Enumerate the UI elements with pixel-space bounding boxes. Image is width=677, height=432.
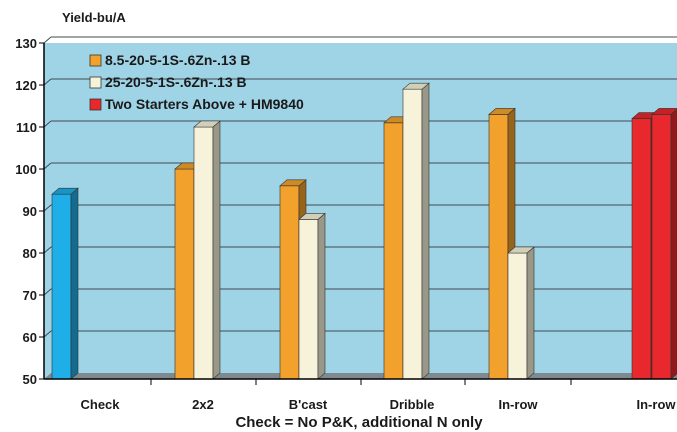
bar-side bbox=[70, 187, 79, 380]
gridline-depth bbox=[43, 120, 52, 128]
bar-side bbox=[421, 82, 430, 380]
axes bbox=[39, 42, 677, 385]
bar-top bbox=[488, 108, 516, 115]
bar-front bbox=[651, 114, 672, 380]
legend-label: Two Starters Above + HM9840 bbox=[105, 96, 304, 112]
tick-labels: 50 60 70 80 90 100 110 120 130 Check 2x2 B'cast Drib… bbox=[15, 36, 676, 412]
legend-swatch bbox=[89, 76, 102, 89]
legend-label: 8.5-20-5-1S-.6Zn-.13 B bbox=[105, 52, 251, 68]
bar-side bbox=[212, 120, 221, 380]
y-tick-label: 120 bbox=[15, 78, 37, 93]
y-tick-label: 110 bbox=[16, 120, 37, 135]
gridline-depth bbox=[43, 204, 52, 212]
bar-top bbox=[651, 108, 677, 115]
bar-front bbox=[488, 114, 509, 380]
bar bbox=[507, 246, 535, 380]
bar bbox=[298, 212, 326, 380]
legend-label: 25-20-5-1S-.6Zn-.13 B bbox=[105, 74, 247, 90]
y-tick-label: 70 bbox=[23, 288, 37, 303]
bar-front bbox=[383, 122, 404, 380]
bar-front bbox=[51, 193, 72, 380]
bar-top bbox=[193, 120, 221, 128]
floor-plane bbox=[44, 373, 677, 379]
y-tick-label: 80 bbox=[23, 246, 37, 261]
x-tick-label: B'cast bbox=[289, 397, 328, 412]
plot-background bbox=[44, 43, 677, 379]
gridline-depth bbox=[43, 162, 52, 170]
y-tick-label: 60 bbox=[23, 330, 37, 345]
bar-front bbox=[631, 118, 652, 380]
gridline-depth bbox=[43, 246, 52, 254]
bar-top bbox=[298, 213, 326, 220]
bar-marks bbox=[51, 82, 677, 380]
legend-swatch bbox=[89, 98, 102, 111]
x-tick-label: 2x2 bbox=[192, 397, 214, 412]
bar-side bbox=[317, 212, 326, 380]
x-tick-label: In-row bbox=[499, 397, 539, 412]
bar bbox=[51, 187, 79, 380]
y-tick-label: 50 bbox=[23, 372, 37, 387]
y-tick-label: 100 bbox=[15, 162, 37, 177]
bar-front bbox=[507, 252, 528, 380]
bar-front bbox=[402, 88, 423, 380]
gridline-depth bbox=[43, 288, 52, 296]
y-tick-label: 130 bbox=[15, 36, 37, 51]
bar-top bbox=[402, 82, 430, 90]
bar-side bbox=[670, 108, 677, 380]
x-tick-label: Dribble bbox=[390, 397, 435, 412]
bar-front bbox=[174, 168, 195, 380]
gridline-depth bbox=[43, 78, 52, 86]
legend-swatch bbox=[89, 54, 102, 67]
bar-side bbox=[526, 246, 535, 380]
bar-top bbox=[51, 187, 79, 195]
bar-top bbox=[279, 179, 307, 187]
gridline-depth bbox=[43, 330, 52, 338]
bar bbox=[651, 108, 677, 380]
gridline-depth bbox=[43, 36, 52, 44]
gridlines bbox=[43, 36, 677, 338]
x-tick-label: Check bbox=[80, 397, 120, 412]
bar-front bbox=[193, 126, 214, 380]
x-axis-title: Check = No P&K, additional N only bbox=[235, 414, 483, 431]
bar bbox=[402, 82, 430, 380]
x-tick-label: In-row bbox=[637, 397, 677, 412]
bar bbox=[193, 120, 221, 380]
bar-front bbox=[298, 219, 319, 380]
legend: 8.5-20-5-1S-.6Zn-.13 B 25-20-5-1S-.6Zn-.1… bbox=[89, 52, 304, 112]
bar-front bbox=[279, 185, 300, 380]
y-axis-title: Yield-bu/A bbox=[62, 10, 126, 25]
bar-top bbox=[507, 246, 535, 254]
plot-area bbox=[44, 43, 677, 379]
y-tick-label: 90 bbox=[23, 204, 37, 219]
